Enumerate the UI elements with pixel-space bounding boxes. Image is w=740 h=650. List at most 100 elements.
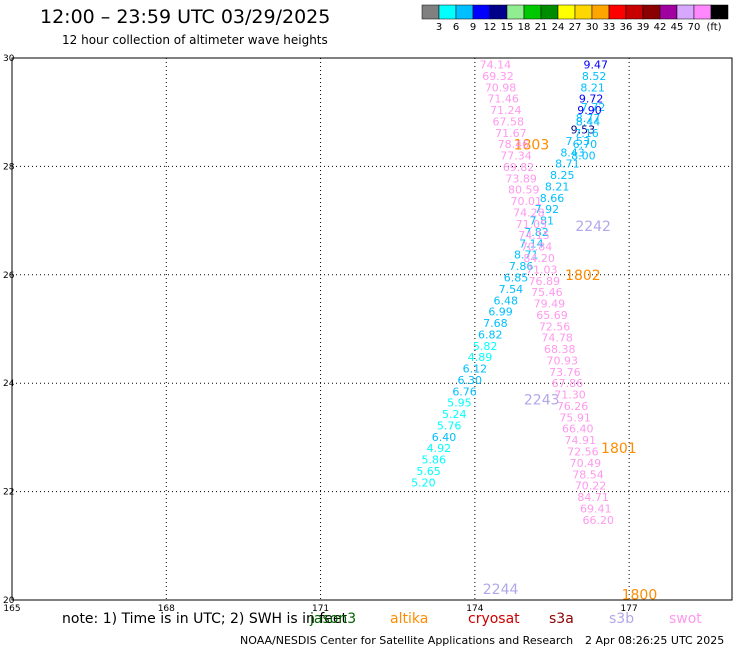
data-label-swot: 71.24 [490,104,522,117]
data-label-altika: 7.81 [529,215,554,228]
colorbar-swatch [642,4,661,20]
data-label-altika: 8.71 [555,158,580,171]
colorbar-swatch [574,4,593,20]
data-label-swot: 69.32 [482,70,514,83]
data-label-swot: 72.56 [567,445,599,458]
data-label-swot: 74.15 [518,229,550,242]
data-label-altika: 6.40 [432,431,457,444]
data-label-swot: 71.05 [516,218,548,231]
data-label-altika: 8.43 [560,146,585,159]
data-label-swot: 84.71 [577,491,609,504]
pass-label-altika: 1801 [601,441,637,457]
colorbar-swatch [591,4,610,20]
colorbar-swatch [608,4,627,20]
data-label-s3b: 9.72 [579,93,604,106]
x-tick-label: 171 [312,604,329,614]
data-label-altika: 7.72 [581,101,606,114]
data-label-s3b: 9.90 [577,104,602,117]
data-label-swot: 78.46 [498,138,530,151]
data-label-swot: 71.30 [554,389,586,402]
legend-jason3: jason3 [310,611,357,627]
data-label-altika: 5.95 [447,397,472,410]
data-label-altika: 4.89 [468,351,493,364]
data-label-swot: 75.91 [559,411,591,424]
data-label-swot: 70.01 [511,195,543,208]
data-label-altika: 8.66 [540,192,565,205]
data-label-altika: 8.77 [576,112,601,125]
y-tick-label: 30 [3,54,15,64]
data-label-swot: 79.49 [534,298,566,311]
colorbar-swatch [438,4,457,20]
y-tick-label: 24 [3,379,15,389]
data-label-swot: 74.78 [541,332,573,345]
legend-s3a: s3a [549,611,574,627]
colorbar-tick-label: 70 [688,22,701,33]
pass-label-s3b: 2242 [575,219,611,235]
legend-s3b: s3b [609,611,635,627]
data-label-swot: 70.84 [521,241,553,254]
data-label-swot: 77.34 [500,150,532,163]
x-tick-label: 174 [466,604,483,614]
data-label-swot: 74.28 [513,206,545,219]
data-label-swot: 78.54 [572,468,604,481]
data-label-altika: 8.21 [545,180,570,193]
data-label-altika: 7.53 [565,135,590,148]
data-label-altika: 6.30 [457,374,482,387]
data-label-swot: 74.91 [565,434,597,447]
data-label-s3b: 8.44 [576,115,601,128]
data-label-swot: 70.49 [570,457,602,470]
pass-label-altika: 1803 [514,138,550,154]
data-label-swot: 76.89 [529,275,561,288]
colorbar-tick-label: 42 [654,22,667,33]
data-label-altika: 9.53 [571,124,596,137]
data-label-swot: 76.26 [557,400,589,413]
colorbar-tick-label: 45 [671,22,684,33]
data-label-swot: 74.14 [480,59,512,72]
data-label-altika: 7.92 [535,203,560,216]
chart-title: 12:00 – 23:59 UTC 03/29/2025 [40,6,331,28]
data-label-altika: 5.86 [421,454,446,467]
data-label-swot: 65.69 [536,309,568,322]
data-label-altika: 6.99 [488,306,513,319]
colorbar-swatch [523,4,542,20]
data-label-s3b: 8.21 [580,81,605,94]
colorbar-tick-label: 18 [518,22,531,33]
x-tick-label: 168 [158,604,175,614]
colorbar-tick-label: 21 [535,22,548,33]
colorbar-swatch [557,4,576,20]
timestamp: 2 Apr 08:26:25 UTC 2025 [585,634,725,647]
data-label-altika: 7.68 [483,317,508,330]
data-label-s3b: 8.52 [582,70,607,83]
x-tick-label: 165 [3,604,20,614]
data-label-altika: 6.12 [463,363,488,376]
colorbar-tick-label: 27 [569,22,582,33]
legend-altika: altika [390,611,429,627]
pass-label-altika: 1800 [622,588,658,604]
plot-frame [11,57,733,601]
colorbar-tick-label: 30 [586,22,599,33]
data-label-swot: 67.86 [552,377,584,390]
data-label-swot: 80.59 [508,184,540,197]
data-label-altika: 5.24 [442,408,467,421]
colorbar-tick-label: 6 [453,22,459,33]
data-label-swot: 70.22 [575,480,607,493]
data-label-swot: 70.98 [485,81,517,94]
colorbar-tick-label: 33 [603,22,616,33]
pass-label-s3b: 2243 [524,392,560,408]
legend-swot: swot [669,611,702,627]
colorbar-swatch [659,4,678,20]
colorbar-swatch [693,4,712,20]
pass-label-altika: 1802 [565,268,601,284]
colorbar-swatch [540,4,559,20]
colorbar-swatch [489,4,508,20]
data-label-s3b: 8.00 [571,150,596,163]
y-tick-label: 22 [3,488,14,498]
data-label-altika: 8.71 [514,249,539,262]
data-label-altika: 4.92 [427,442,452,455]
data-label-altika: 6.76 [452,385,477,398]
data-label-swot: 69.82 [503,161,535,174]
colorbar-swatch [625,4,644,20]
data-label-altika: 8.25 [550,169,575,182]
data-label-swot: 66.40 [562,423,594,436]
data-label-swot: 73.89 [505,172,537,185]
